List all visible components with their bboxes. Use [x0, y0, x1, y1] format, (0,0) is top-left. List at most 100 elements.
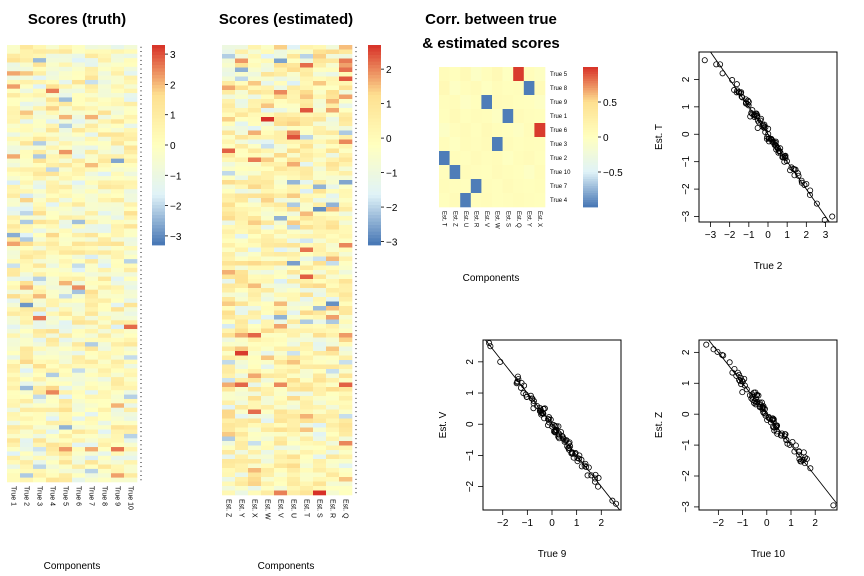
- heatmap-cell: [124, 280, 138, 286]
- heatmap-cell: [313, 306, 327, 311]
- heatmap-cell: [46, 390, 60, 395]
- heatmap-cell: [274, 333, 288, 338]
- heatmap-cell: [222, 198, 236, 203]
- heatmap-cell: [59, 71, 73, 76]
- heatmap-cell: [33, 101, 47, 107]
- colorbar-segment: [368, 151, 381, 156]
- heatmap-cell: [33, 123, 47, 129]
- correlation-cell: [513, 123, 525, 138]
- heatmap-cell: [287, 436, 301, 442]
- heatmap-cell: [72, 447, 86, 452]
- y-tick-label: 0: [465, 421, 476, 427]
- colorbar-segment: [368, 168, 381, 173]
- heatmap-cell: [33, 298, 47, 304]
- heatmap-cell: [98, 49, 112, 55]
- heatmap-cell: [46, 324, 60, 330]
- heatmap-cell: [33, 302, 47, 308]
- heatmap-cell: [326, 472, 340, 478]
- heatmap-cell: [98, 197, 112, 203]
- column-label: True 1: [10, 486, 17, 506]
- heatmap-cell: [85, 307, 99, 312]
- heatmap-cell: [261, 175, 275, 181]
- colorbar-segment: [152, 161, 165, 166]
- heatmap-cell: [59, 272, 73, 277]
- heatmap-cell: [85, 219, 99, 225]
- heatmap-cell: [20, 215, 34, 221]
- heatmap-cell: [72, 119, 86, 124]
- correlation-cell: [523, 137, 535, 152]
- heatmap-cell: [222, 49, 236, 55]
- colorbar-segment: [368, 48, 381, 53]
- heatmap-cell: [287, 139, 301, 145]
- heatmap-cell: [7, 180, 21, 186]
- heatmap-cell: [7, 141, 21, 146]
- heatmap-cell: [124, 88, 138, 94]
- heatmap-cell: [20, 66, 34, 72]
- heatmap-cell: [222, 193, 236, 199]
- scatter-point: [487, 343, 494, 350]
- heatmap-cell: [85, 215, 99, 221]
- colorbar-segment: [368, 205, 381, 209]
- heatmap-cell: [85, 315, 99, 321]
- heatmap-cell: [20, 250, 34, 256]
- estimated-heatmap-column-labels: Est. Z Est. Y Est. X Est. W Est. V Est. U Est.…: [225, 499, 349, 520]
- heatmap-cell: [313, 414, 327, 419]
- heatmap-cell: [300, 94, 314, 100]
- heatmap-cell: [235, 279, 249, 284]
- colorbar-segment: [368, 241, 381, 246]
- colorbar-segment: [583, 183, 598, 187]
- colorbar-segment: [583, 160, 598, 164]
- scatter-point: [551, 423, 558, 430]
- colorbar-segment: [152, 115, 165, 119]
- heatmap-cell: [7, 66, 21, 72]
- heatmap-cell: [111, 364, 125, 369]
- heatmap-cell: [287, 216, 301, 221]
- heatmap-cell: [274, 351, 288, 356]
- heatmap-cell: [287, 202, 301, 208]
- heatmap-cell: [59, 158, 73, 164]
- heatmap-cell: [72, 438, 86, 443]
- heatmap-cell: [7, 206, 21, 212]
- correlation-cell: [481, 137, 493, 152]
- heatmap-cell: [235, 130, 249, 136]
- heatmap-cell: [248, 432, 262, 437]
- heatmap-cell: [72, 149, 86, 155]
- heatmap-cell: [326, 288, 340, 293]
- colorbar-segment: [368, 61, 381, 66]
- heatmap-cell: [85, 106, 99, 111]
- heatmap-cell: [33, 263, 47, 269]
- heatmap-cell: [111, 311, 125, 317]
- heatmap-cell: [287, 342, 301, 347]
- heatmap-cell: [46, 302, 60, 308]
- heatmap-cell: [261, 441, 275, 446]
- heatmap-cell: [274, 243, 288, 248]
- heatmap-cell: [274, 306, 288, 311]
- heatmap-cell: [287, 108, 301, 113]
- heatmap-cell: [98, 276, 112, 282]
- correlation-cell: [439, 179, 450, 194]
- heatmap-cell: [46, 429, 60, 435]
- heatmap-cell: [111, 420, 125, 426]
- heatmap-cell: [274, 72, 288, 77]
- heatmap-cell: [7, 215, 21, 221]
- heatmap-cell: [300, 229, 314, 235]
- colorbar-segment: [583, 172, 598, 175]
- heatmap-cell: [248, 306, 262, 311]
- heatmap-cell: [235, 58, 249, 64]
- heatmap-cell: [313, 153, 327, 158]
- scatter-point: [613, 500, 620, 507]
- heatmap-cell: [313, 270, 327, 275]
- heatmap-cell: [59, 114, 73, 120]
- heatmap-cell: [261, 333, 275, 338]
- heatmap-cell: [274, 139, 288, 145]
- heatmap-cell: [7, 101, 21, 107]
- heatmap-cell: [124, 232, 138, 238]
- colorbar-segment: [368, 71, 381, 76]
- column-label: True 6: [75, 486, 82, 506]
- scatter-point: [530, 397, 537, 404]
- heatmap-cell: [235, 216, 249, 221]
- heatmap-cell: [33, 477, 47, 483]
- heatmap-cell: [46, 58, 60, 63]
- heatmap-cell: [300, 81, 314, 86]
- heatmap-cell: [339, 103, 353, 109]
